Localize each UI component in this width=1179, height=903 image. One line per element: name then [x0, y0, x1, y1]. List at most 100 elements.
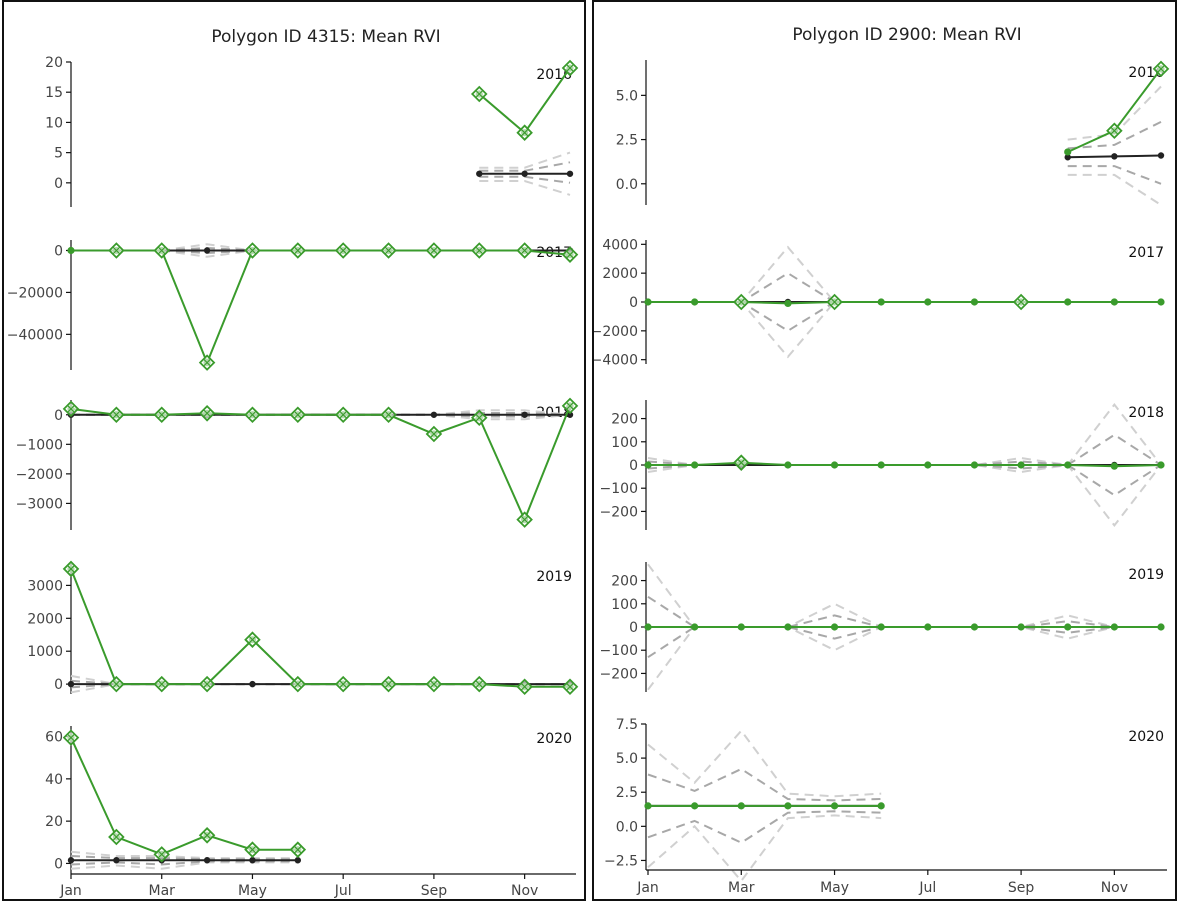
left-2018-green-marker-6: [334, 406, 352, 424]
right-2017-green-point-7: [970, 298, 979, 306]
left-2019-green-marker-10-cross: [520, 682, 529, 691]
left-xtick-label-mar: Mar: [149, 883, 176, 899]
right-2020-ytick-label--2.5: −2.5: [604, 853, 638, 869]
right-xtick-label-jul: Jul: [918, 880, 936, 896]
left-2016-green-marker-9-cross: [475, 90, 484, 98]
left-2017-green-marker-4: [244, 242, 261, 259]
right-2018-ytick-label--100: −100: [600, 481, 638, 497]
right-2017-green-marker-2-cross: [737, 298, 746, 306]
right-2019-green-point-6: [924, 623, 932, 631]
left-2020-black-point-4: [249, 857, 256, 864]
right-2019-green-point-10: [1110, 623, 1118, 631]
left-2019-ytick-label-2000: 2000: [27, 611, 63, 627]
right-2018-year-label: 2018: [1128, 405, 1164, 421]
left-2019-green-marker-1-cross: [112, 680, 121, 689]
right-2016-ytick-label-5: 5.0: [616, 88, 638, 104]
left-2016-dashed-outer-upper-line: [479, 151, 571, 169]
right-2020-green-point-4: [830, 802, 839, 810]
right-2020-dashed-outer-upper-line: [647, 729, 882, 798]
left-2019-green-marker-10: [516, 678, 533, 696]
left-2020-subplot: 0 20 40 60 2020: [45, 726, 572, 874]
left-xtick-label-jan: Jan: [59, 883, 82, 899]
right-2016-green-marker-10: [1106, 122, 1123, 140]
left-2018-green-marker-11-cross: [566, 402, 574, 410]
right-2018-green-point-7: [970, 461, 979, 469]
right-2016-black-point-10: [1111, 153, 1118, 160]
right-2016-black-point-9: [1064, 154, 1071, 161]
left-2017-green-marker-9: [471, 242, 488, 259]
left-2020-ytick-label-40: 40: [45, 772, 63, 788]
left-2016-green-marker-10-cross: [520, 128, 529, 137]
left-2018-green-marker-0: [62, 400, 80, 418]
right-2017-green-marker-4: [826, 293, 843, 311]
left-2020-black-point-0: [67, 857, 75, 864]
right-2019-green-point-0: [644, 623, 652, 631]
left-2019-green-marker-4: [244, 631, 261, 648]
left-2020-green-marker-4: [244, 841, 261, 858]
right-2017-dashed-outer-lower-line: [648, 301, 1161, 359]
left-2019-green-marker-9: [471, 675, 488, 693]
right-chart-title: Polygon ID 2900: Mean RVI: [792, 25, 1021, 45]
left-2017-ytick-label--20000: −20000: [7, 285, 63, 301]
right-2016-ytick-label-2.5: 2.5: [616, 133, 638, 149]
right-2016-green-marker-11-cross: [1157, 64, 1165, 73]
right-2020-ytick-label-7.5: 7.5: [616, 717, 638, 733]
left-2017-green-marker-3: [198, 354, 216, 371]
right-2017-green-point-0: [644, 298, 652, 306]
left-2016-green-marker-11-cross: [566, 64, 574, 72]
left-2018-black-point-11: [566, 411, 574, 418]
right-2018-green-point-1: [691, 461, 699, 469]
right-2018-ytick-label-100: 100: [611, 435, 638, 451]
left-2017-green-marker-3-cross: [203, 358, 211, 367]
left-2018-green-marker-5-cross: [293, 410, 302, 419]
right-2020-green-point-3: [784, 802, 792, 810]
right-2017-green-marker-8-cross: [1017, 298, 1025, 306]
left-2018-green-marker-10: [516, 511, 533, 528]
right-2018-green-point-9: [1064, 461, 1072, 469]
right-2018-ytick-label-200: 200: [611, 412, 638, 428]
left-2016-ytick-label-10: 10: [45, 115, 63, 131]
left-2018-green-marker-7-cross: [384, 410, 393, 419]
right-2018-dashed-inner-lower-line: [647, 463, 1162, 497]
right-2020-year-label: 2020: [1128, 729, 1164, 745]
right-2017-green-point-9: [1064, 298, 1072, 306]
left-2020-green-marker-1-cross: [112, 833, 121, 841]
left-2016-dashed-outer-lower-line: [479, 180, 571, 196]
left-2019-black-point-4: [249, 680, 256, 688]
left-2019-green-marker-7: [380, 675, 397, 693]
left-2019-green-marker-5-cross: [293, 680, 302, 689]
left-2017-green-marker-1-cross: [112, 246, 121, 255]
right-2018-dashed-outer-upper-line: [647, 402, 1162, 467]
left-2019-green-marker-0-cross: [67, 565, 75, 573]
right-2019-green-point-11: [1157, 623, 1165, 631]
right-2018-green-point-6: [924, 461, 932, 469]
left-2020-black-point-5: [294, 857, 302, 864]
left-2017-green-marker-1: [108, 242, 125, 259]
left-chart-panel: Polygon ID 4315: Mean RVI 0 5 10 15 20 2016 −4…: [2, 0, 586, 901]
right-2016-ytick-label-0: 0.0: [616, 177, 638, 193]
left-2019-green-marker-8: [425, 675, 443, 693]
left-2016-green-marker-9: [471, 85, 488, 103]
left-2019-green-marker-11: [561, 678, 579, 696]
left-2019-ytick-label-3000: 3000: [27, 578, 63, 594]
right-2019-ytick-label--200: −200: [600, 666, 638, 682]
right-2017-green-point-1: [691, 298, 699, 306]
left-2020-green-marker-2: [153, 846, 170, 863]
right-2019-green-point-9: [1064, 623, 1072, 631]
left-2019-green-marker-2: [153, 675, 170, 693]
left-2019-green-marker-6-cross: [339, 680, 348, 689]
left-2018-green-marker-2: [153, 406, 170, 424]
right-2017-green-point-3: [784, 299, 792, 308]
left-2018-green-marker-4-cross: [248, 410, 257, 419]
right-2016-dashed-inner-upper-line: [1067, 121, 1162, 150]
left-2018-green-marker-4: [244, 406, 261, 424]
right-2017-green-marker-2: [733, 293, 750, 311]
left-2020-dashed-outer-lower-line: [70, 861, 298, 870]
left-2017-green-marker-8: [425, 242, 443, 259]
left-2017-green-marker-10-cross: [520, 246, 529, 255]
right-2020-green-point-2: [737, 802, 745, 810]
right-xtick-label-nov: Nov: [1101, 880, 1128, 896]
right-xtick-label-mar: Mar: [728, 880, 755, 896]
right-2016-black-point-11: [1157, 152, 1165, 159]
right-2017-green-point-10: [1110, 298, 1118, 306]
